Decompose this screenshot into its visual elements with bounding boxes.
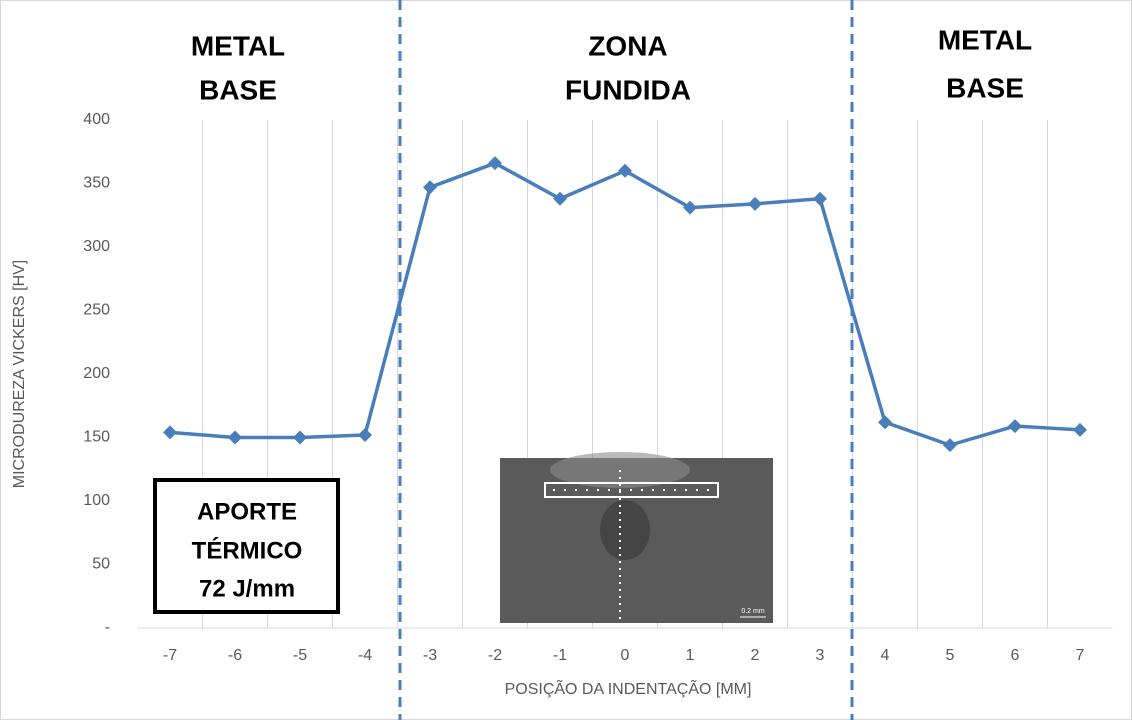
- annotation: BASE: [946, 72, 1024, 103]
- scale-bar-label: 0.2 mm: [741, 608, 765, 615]
- marker: [553, 191, 567, 206]
- y-tick-label: 100: [83, 492, 110, 509]
- marker: [618, 163, 632, 178]
- marker: [683, 200, 697, 215]
- marker: [943, 438, 957, 453]
- x-axis-title: POSIÇÃO DA INDENTAÇÃO [MM]: [505, 678, 752, 698]
- annotation: METAL: [938, 24, 1032, 55]
- x-tick-label: -2: [488, 647, 502, 664]
- marker: [163, 425, 177, 440]
- annotation: BASE: [199, 74, 277, 105]
- marker: [228, 430, 242, 445]
- marker: [358, 427, 372, 442]
- annotation: APORTE: [197, 498, 297, 525]
- x-tick-label: -3: [423, 647, 437, 664]
- y-tick-label: 300: [83, 238, 110, 255]
- x-tick-label: -5: [293, 647, 307, 664]
- x-tick-label: 5: [946, 647, 955, 664]
- micrograph-roi: [544, 482, 719, 498]
- y-tick-label: 350: [83, 175, 110, 192]
- annotation: ZONA: [588, 30, 667, 61]
- y-axis-title: MICRODUREZA VICKERS [HV]: [11, 260, 28, 488]
- y-tick-label: 250: [83, 302, 110, 319]
- y-tick-label: 150: [83, 429, 110, 446]
- annotation: FUNDIDA: [565, 74, 691, 105]
- x-tick-label: -6: [228, 647, 242, 664]
- marker: [423, 180, 437, 195]
- marker: [1008, 419, 1022, 434]
- x-tick-label: 6: [1011, 647, 1020, 664]
- x-tick-label: 0: [621, 647, 630, 664]
- x-tick-label: -7: [163, 647, 177, 664]
- x-tick-label: 7: [1076, 647, 1085, 664]
- x-tick-label: 4: [881, 647, 890, 664]
- marker: [1073, 422, 1087, 437]
- x-tick-label: -1: [553, 647, 567, 664]
- marker: [293, 430, 307, 445]
- ticks: - 50 100 150 200 250 300 350 400 -7 -6 -5 -4 -3 -2 -1 0 1…: [83, 111, 1084, 664]
- annotation: 72 J/mm: [199, 575, 295, 602]
- micrograph: 0.2 mm: [500, 452, 773, 623]
- y-tick-label: -: [105, 619, 110, 636]
- x-tick-label: -4: [358, 647, 372, 664]
- x-tick-label: 3: [816, 647, 825, 664]
- marker: [878, 415, 892, 430]
- x-tick-label: 2: [751, 647, 760, 664]
- annotation: TÉRMICO: [192, 536, 303, 564]
- marker: [813, 191, 827, 206]
- annotation: METAL: [191, 30, 285, 61]
- micrograph-texture: [600, 500, 650, 560]
- marker: [748, 196, 762, 211]
- annotation-box: [153, 478, 340, 614]
- y-tick-label: 50: [92, 556, 110, 573]
- marker: [488, 156, 502, 171]
- x-tick-label: 1: [686, 647, 695, 664]
- y-tick-label: 400: [83, 111, 110, 128]
- y-tick-label: 200: [83, 365, 110, 382]
